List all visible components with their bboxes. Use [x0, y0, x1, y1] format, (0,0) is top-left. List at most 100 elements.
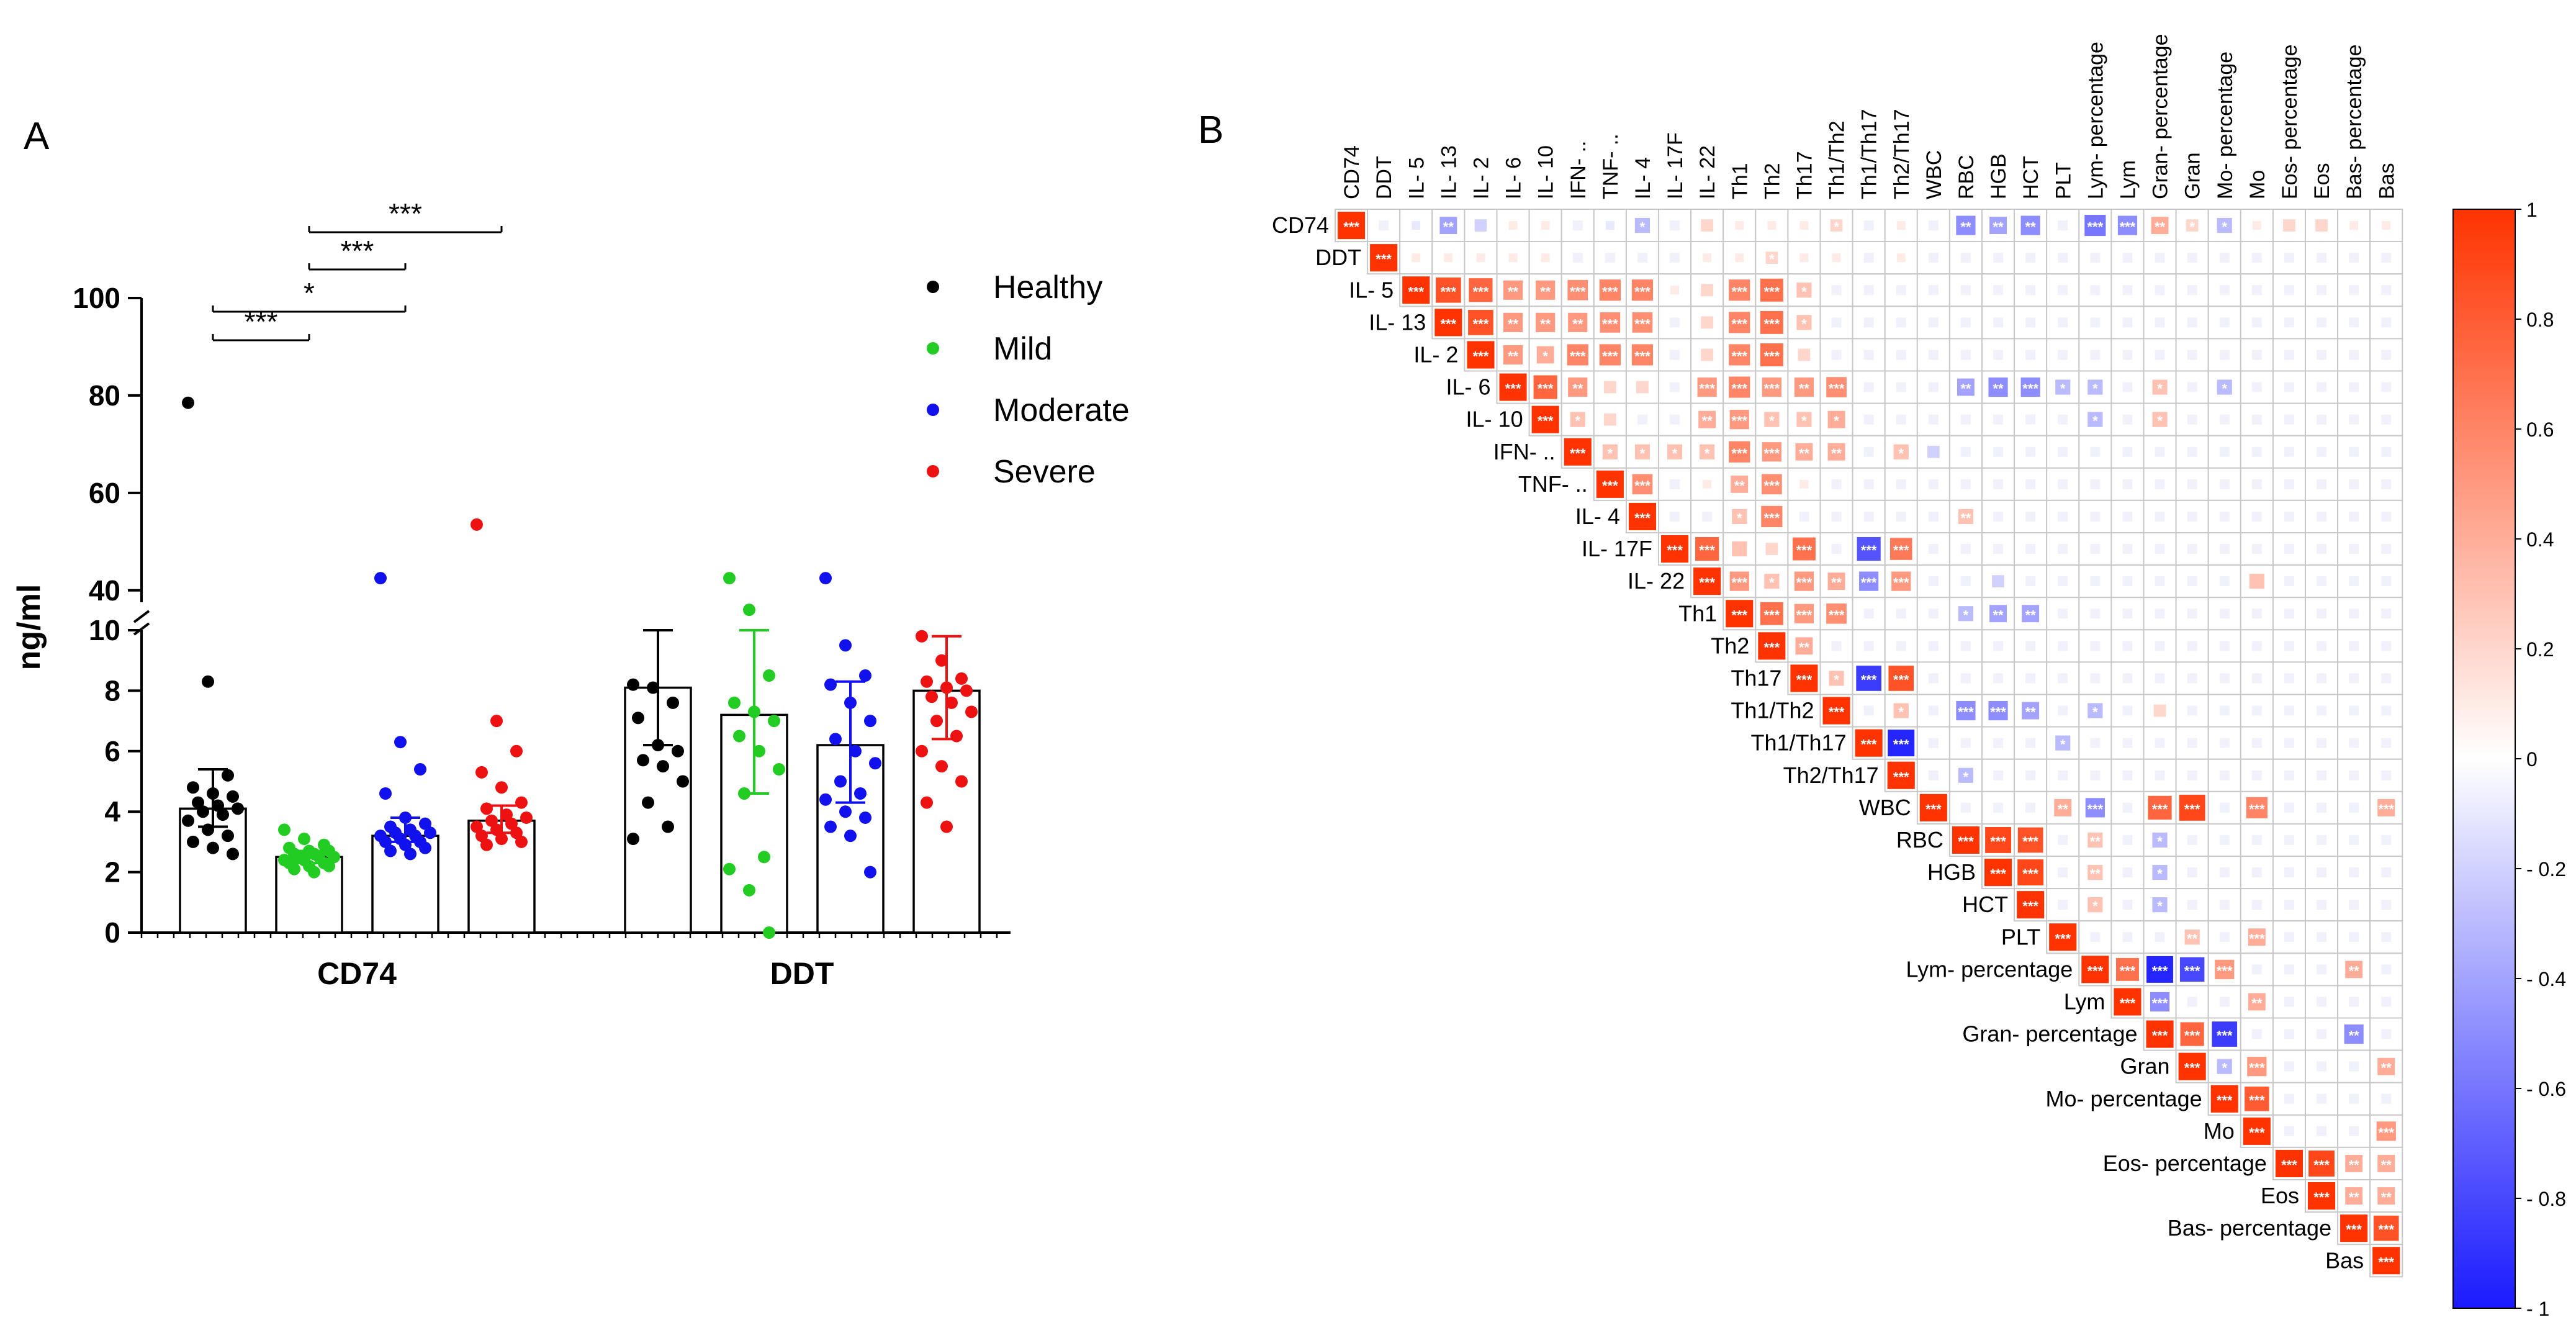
correlation-square: [2152, 864, 2168, 880]
correlation-square: [2187, 511, 2197, 522]
column-label: PLT: [2051, 162, 2075, 199]
correlation-square: [1993, 738, 2004, 748]
correlation-square: [2340, 1214, 2368, 1242]
significance-mark: ***: [1796, 543, 1813, 558]
correlation-square: [2217, 1059, 2232, 1074]
data-point: [399, 838, 412, 851]
correlation-square: [2251, 317, 2262, 328]
data-point: [182, 396, 194, 409]
correlation-square: [2251, 479, 2262, 489]
correlation-square: [2284, 997, 2294, 1007]
category-label: DDT: [770, 956, 834, 991]
significance-mark: **: [1799, 381, 1810, 397]
data-point: [627, 678, 639, 691]
correlation-square: [2187, 705, 2197, 716]
correlation-square: [1698, 410, 1716, 428]
significance-mark: ***: [1893, 575, 1909, 590]
row-label: Th2: [1711, 633, 1749, 658]
significance-mark: **: [2090, 834, 2101, 849]
column-label: IL- 17F: [1664, 132, 1687, 199]
significance-mark: *: [2060, 737, 2066, 753]
correlation-square: [2243, 1117, 2271, 1145]
column-label: Eos- percentage: [2278, 45, 2302, 200]
significance-mark: ***: [1764, 478, 1780, 494]
data-point: [849, 744, 862, 757]
data-point: [404, 848, 417, 861]
significance-mark: ***: [2055, 931, 2071, 946]
heatmap-grid: *** ** * * ** ** ** *** *** ** * **** **** *** *** ** **…: [1335, 209, 2403, 1278]
correlation-square: [1567, 344, 1588, 366]
correlation-square: [1928, 770, 1939, 780]
row-label: Th1/Th2: [1731, 698, 1814, 723]
correlation-square: [2022, 702, 2040, 720]
significance-mark: ***: [1699, 381, 1715, 397]
correlation-square: [2122, 802, 2133, 813]
correlation-square: [2381, 382, 2392, 392]
correlation-square: [1863, 220, 1874, 231]
y-tick-label: 2: [104, 856, 120, 889]
correlation-square: [1703, 253, 1712, 263]
significance-mark: *: [2092, 381, 2098, 397]
column-label: TNF- ..: [1599, 133, 1623, 199]
correlation-square: [2155, 511, 2165, 522]
correlation-square: [1600, 312, 1621, 333]
row-label: Eos: [2261, 1183, 2299, 1208]
significance-mark: ***: [1796, 607, 1813, 623]
row-label: IL- 5: [1349, 277, 1394, 302]
significance-mark: ***: [2152, 995, 2168, 1011]
row-label: IL- 10: [1466, 407, 1523, 432]
data-point: [424, 826, 436, 839]
correlation-square: [2150, 992, 2170, 1012]
correlation-square: [1631, 344, 1654, 366]
correlation-square: [2349, 673, 2359, 684]
correlation-square: [1762, 442, 1781, 462]
correlation-square: [1891, 571, 1911, 591]
significance-mark: **: [2349, 1190, 2360, 1205]
colorbar-tick-label: - 1: [2526, 1298, 2549, 1320]
colorbar-tick-label: - 0.8: [2526, 1188, 2566, 1210]
correlation-square: [2284, 932, 2294, 943]
significance-mark: ***: [2217, 1093, 2233, 1108]
y-tick-label: 40: [89, 574, 120, 607]
correlation-square: [1928, 220, 1939, 231]
correlation-square: [2187, 382, 2197, 392]
correlation-square: [1735, 253, 1744, 263]
correlation-square: [2090, 446, 2101, 457]
correlation-square: [1928, 544, 1939, 554]
correlation-square: [1928, 641, 1939, 651]
correlation-square: [2058, 544, 2068, 554]
correlation-square: [2219, 673, 2230, 684]
correlation-square: [1927, 445, 1940, 458]
correlation-square: [1863, 285, 1874, 296]
correlation-square: [2155, 350, 2165, 360]
correlation-square: [2219, 576, 2230, 587]
significance-mark: ***: [1570, 284, 1586, 299]
correlation-square: [2187, 285, 2197, 296]
significance-mark: *: [2092, 898, 2098, 914]
correlation-square: [2248, 928, 2266, 946]
significance-mark: **: [1960, 381, 1971, 397]
correlation-square: [2090, 641, 2101, 651]
correlation-square: [2252, 221, 2261, 230]
significance-mark: *: [1705, 446, 1710, 461]
correlation-square: [1765, 543, 1778, 555]
correlation-square: [2381, 673, 2392, 684]
y-tick-label: 6: [104, 735, 120, 767]
significance-mark: ***: [1990, 705, 2006, 720]
correlation-square: [2058, 673, 2068, 684]
significance-mark: ***: [1538, 381, 1554, 397]
row-label: IFN- ..: [1493, 439, 1556, 464]
correlation-square: [1960, 641, 1971, 651]
correlation-square: [2377, 1187, 2395, 1205]
correlation-square: [2317, 964, 2327, 975]
correlation-square: [1667, 444, 1683, 459]
column-label: Mo: [2246, 170, 2269, 199]
data-point: [955, 672, 968, 685]
correlation-square: [2251, 867, 2262, 878]
panel-a-label: A: [24, 115, 50, 158]
correlation-square: [2058, 641, 2068, 651]
correlation-square: [2187, 544, 2197, 554]
correlation-square: [2090, 285, 2101, 296]
colorbar: 1 0.8 0.6 0.4 0.2 0 - 0.2 - 0.4 - 0.6 - 0.8 - 1: [2452, 199, 2566, 1320]
correlation-square: [2317, 673, 2327, 684]
